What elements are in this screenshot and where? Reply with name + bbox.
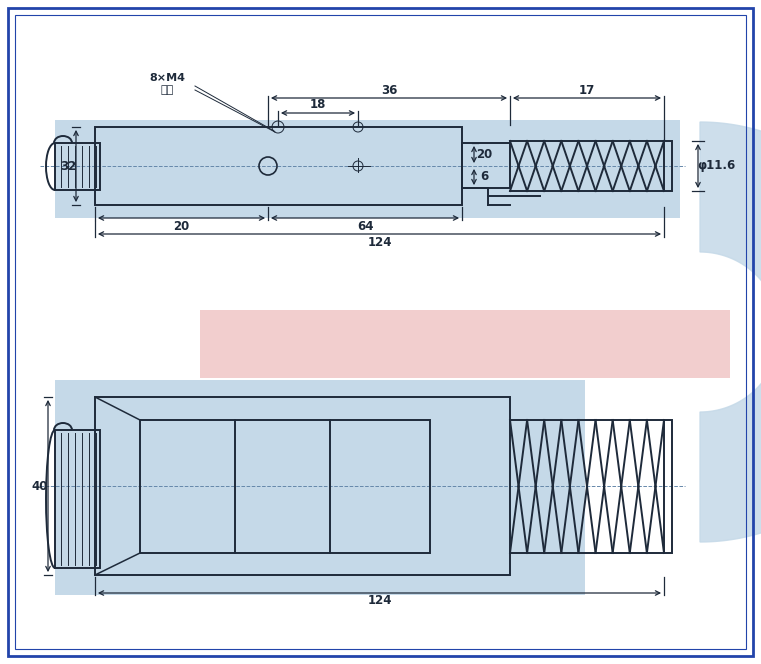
Text: 对穿: 对穿	[161, 85, 174, 95]
Text: 6: 6	[480, 171, 488, 183]
Bar	[664, 141, 672, 191]
Text: 20: 20	[174, 220, 189, 232]
Text: 32: 32	[60, 159, 76, 173]
Text: 17: 17	[579, 84, 595, 96]
Text: φ11.6: φ11.6	[697, 159, 735, 173]
Bar	[664, 420, 672, 553]
Text: 40: 40	[32, 479, 48, 493]
Text: 36: 36	[380, 84, 397, 96]
Text: 18: 18	[310, 98, 326, 112]
Bar	[55, 120, 680, 218]
Bar	[95, 397, 510, 575]
Text: 64: 64	[357, 220, 373, 232]
Text: 8×M4: 8×M4	[149, 73, 185, 83]
Bar	[55, 430, 100, 568]
Bar	[200, 310, 730, 378]
Text: 20: 20	[476, 148, 492, 161]
Polygon shape	[700, 122, 761, 542]
Bar	[55, 380, 585, 595]
Bar	[462, 143, 510, 188]
Text: 124: 124	[368, 236, 392, 248]
Bar	[140, 420, 430, 553]
Bar	[55, 143, 100, 190]
Bar	[95, 127, 462, 205]
Text: 124: 124	[368, 594, 392, 608]
